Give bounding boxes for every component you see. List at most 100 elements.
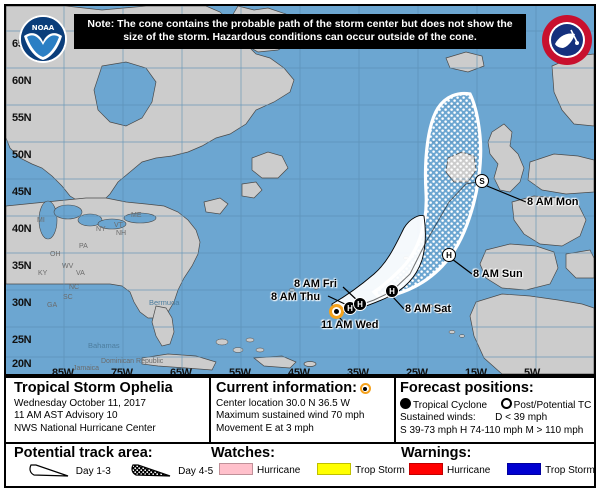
current-movement: Movement E at 3 mph: [216, 423, 314, 435]
svg-text:NOAA: NOAA: [32, 24, 55, 32]
storm-title: Tropical Storm Ophelia: [14, 380, 173, 396]
warnings-heading: Warnings:: [401, 445, 472, 461]
marker-forecast-mon[interactable]: S: [475, 174, 489, 188]
marker-forecast-sun[interactable]: H: [442, 248, 456, 262]
warning-hurricane-label: Hurricane: [447, 464, 491, 476]
place-label-nc: NC: [69, 284, 80, 291]
info-panel-top-row: Tropical Storm Ophelia Wednesday October…: [6, 378, 594, 444]
place-label-dominican-republic: Dominican Republic: [101, 358, 164, 365]
storm-advisory: 11 AM AST Advisory 10: [14, 410, 118, 422]
lat-label-55n: 55N: [12, 112, 32, 124]
info-panel-bottom-row: Potential track area: Day 1-3: [6, 444, 596, 486]
watch-tropstorm-swatch: [317, 462, 352, 475]
lat-label-20n: 20N: [12, 358, 32, 370]
watch-hurricane-swatch: [219, 462, 253, 475]
track-label-sat: 8 AM Sat: [405, 303, 452, 315]
place-label-me: ME: [131, 212, 142, 219]
marker-current-core: [334, 309, 339, 314]
place-label-vt: VT: [114, 222, 123, 229]
track-label-fri: 8 AM Fri: [294, 278, 337, 290]
tropical-cyclone-icon: [400, 397, 411, 409]
lat-label-50n: 50N: [12, 149, 32, 161]
post-potential-tc-icon: [500, 397, 512, 409]
watches-block: Watches: Hurricane Trop Storm: [211, 445, 405, 478]
track-label-sun: 8 AM Sun: [473, 268, 523, 280]
place-label-nh: NH: [116, 230, 127, 237]
place-label-sc: SC: [63, 294, 73, 301]
watch-tropstorm-pair: Trop Storm: [317, 462, 405, 478]
marker-current-position[interactable]: [329, 304, 344, 319]
warning-tropstorm-label: Trop Storm: [545, 464, 595, 476]
forecast-positions-block: Forecast positions: Tropical Cyclone Pos…: [400, 380, 596, 438]
track-area-day13-label: Day 1-3: [75, 465, 111, 477]
forecast-symbol-row: Tropical Cyclone Post/Potential TC: [400, 397, 596, 413]
place-label-va: VA: [76, 270, 85, 277]
info-divider-2: [394, 378, 396, 442]
marker-forecast-fri[interactable]: H: [353, 297, 367, 311]
lon-label-75w: 75W: [111, 367, 133, 374]
lat-label-45n: 45N: [12, 186, 32, 198]
track-label-thu: 8 AM Thu: [271, 291, 321, 303]
lat-label-30n: 30N: [12, 297, 32, 309]
potential-track-area-block: Potential track area: Day 1-3: [14, 445, 264, 478]
watches-legend: Hurricane Trop Storm: [211, 462, 405, 478]
lon-label-55w: 55W: [229, 367, 251, 374]
current-max-wind: Maximum sustained wind 70 mph: [216, 410, 365, 422]
place-label-oh: OH: [50, 251, 61, 258]
cone-disclaimer-note: Note: The cone contains the probable pat…: [74, 14, 526, 50]
lat-label-35n: 35N: [12, 260, 32, 272]
lat-label-25n: 25N: [12, 334, 32, 346]
wind-classes: S 39-73 mph H 74-110 mph M > 110 mph: [400, 425, 584, 437]
lon-label-65w: 65W: [170, 367, 192, 374]
cone-day13-icon: [29, 464, 69, 477]
storm-agency: NWS National Hurricane Center: [14, 423, 156, 435]
watch-hurricane-pair: Hurricane: [219, 462, 300, 478]
place-label-mi: MI: [37, 217, 45, 224]
forecast-map[interactable]: 65N 60N 55N 50N 45N 40N 35N 30N 25N 20N …: [4, 4, 596, 376]
track-label-wed: 11 AM Wed: [321, 319, 379, 331]
place-label-jamaica: Jamaica: [73, 365, 100, 372]
noaa-logo: NOAA: [19, 15, 67, 63]
lon-label-5w: 5W: [524, 367, 540, 374]
cone-day-1-3: [331, 215, 426, 315]
place-label-ga: GA: [47, 302, 58, 309]
lat-label-60n: 60N: [12, 75, 32, 87]
lon-label-15w: 15W: [465, 367, 487, 374]
place-label-bahamas: Bahamas: [88, 341, 120, 350]
track-label-mon: 8 AM Mon: [527, 196, 579, 208]
track-area-day45-label: Day 4-5: [178, 465, 214, 477]
warnings-legend: Hurricane Trop Storm: [401, 462, 596, 478]
info-divider-1: [209, 378, 211, 442]
marker-forecast-sat[interactable]: H: [385, 284, 399, 298]
info-panel: Tropical Storm Ophelia Wednesday October…: [4, 376, 596, 488]
forecast-positions-heading: Forecast positions:: [400, 380, 534, 396]
sustained-winds-row: Sustained winds: D < 39 mph: [400, 412, 596, 425]
place-label-ny: NY: [96, 226, 106, 233]
current-information-heading: Current information:: [216, 380, 394, 397]
place-label-bermuda: Bermuda: [149, 298, 180, 307]
track-area-legend: Day 1-3 Day 4-5: [14, 463, 264, 479]
current-information-block: Current information: Center location 30.…: [216, 380, 394, 436]
current-position-icon: [359, 383, 371, 394]
sustained-winds-label: Sustained winds:: [400, 412, 476, 424]
lat-label-40n: 40N: [12, 223, 32, 235]
warning-tropstorm-swatch: [507, 462, 542, 475]
place-label-pa: PA: [79, 243, 88, 250]
tropical-cyclone-label: Tropical Cyclone: [413, 399, 488, 411]
lon-label-45w: 45W: [288, 367, 310, 374]
map-canvas: 65N 60N 55N 50N 45N 40N 35N 30N 25N 20N …: [6, 6, 594, 374]
place-label-ky: KY: [38, 270, 48, 277]
warning-tropstorm-pair: Trop Storm: [507, 462, 595, 478]
watch-tropstorm-label: Trop Storm: [355, 464, 405, 476]
watches-heading: Watches:: [211, 445, 275, 461]
wind-class-d: D < 39 mph: [495, 412, 548, 424]
potential-track-area-heading: Potential track area:: [14, 445, 153, 461]
warning-hurricane-swatch: [409, 462, 443, 475]
current-information-label: Current information:: [216, 380, 357, 396]
place-label-wv: WV: [62, 263, 74, 270]
storm-identity-block: Tropical Storm Ophelia Wednesday October…: [14, 380, 209, 436]
cone-day45-icon: [131, 464, 171, 477]
nws-logo: [542, 15, 592, 65]
map-geography: [6, 6, 594, 374]
lon-label-25w: 25W: [406, 367, 428, 374]
